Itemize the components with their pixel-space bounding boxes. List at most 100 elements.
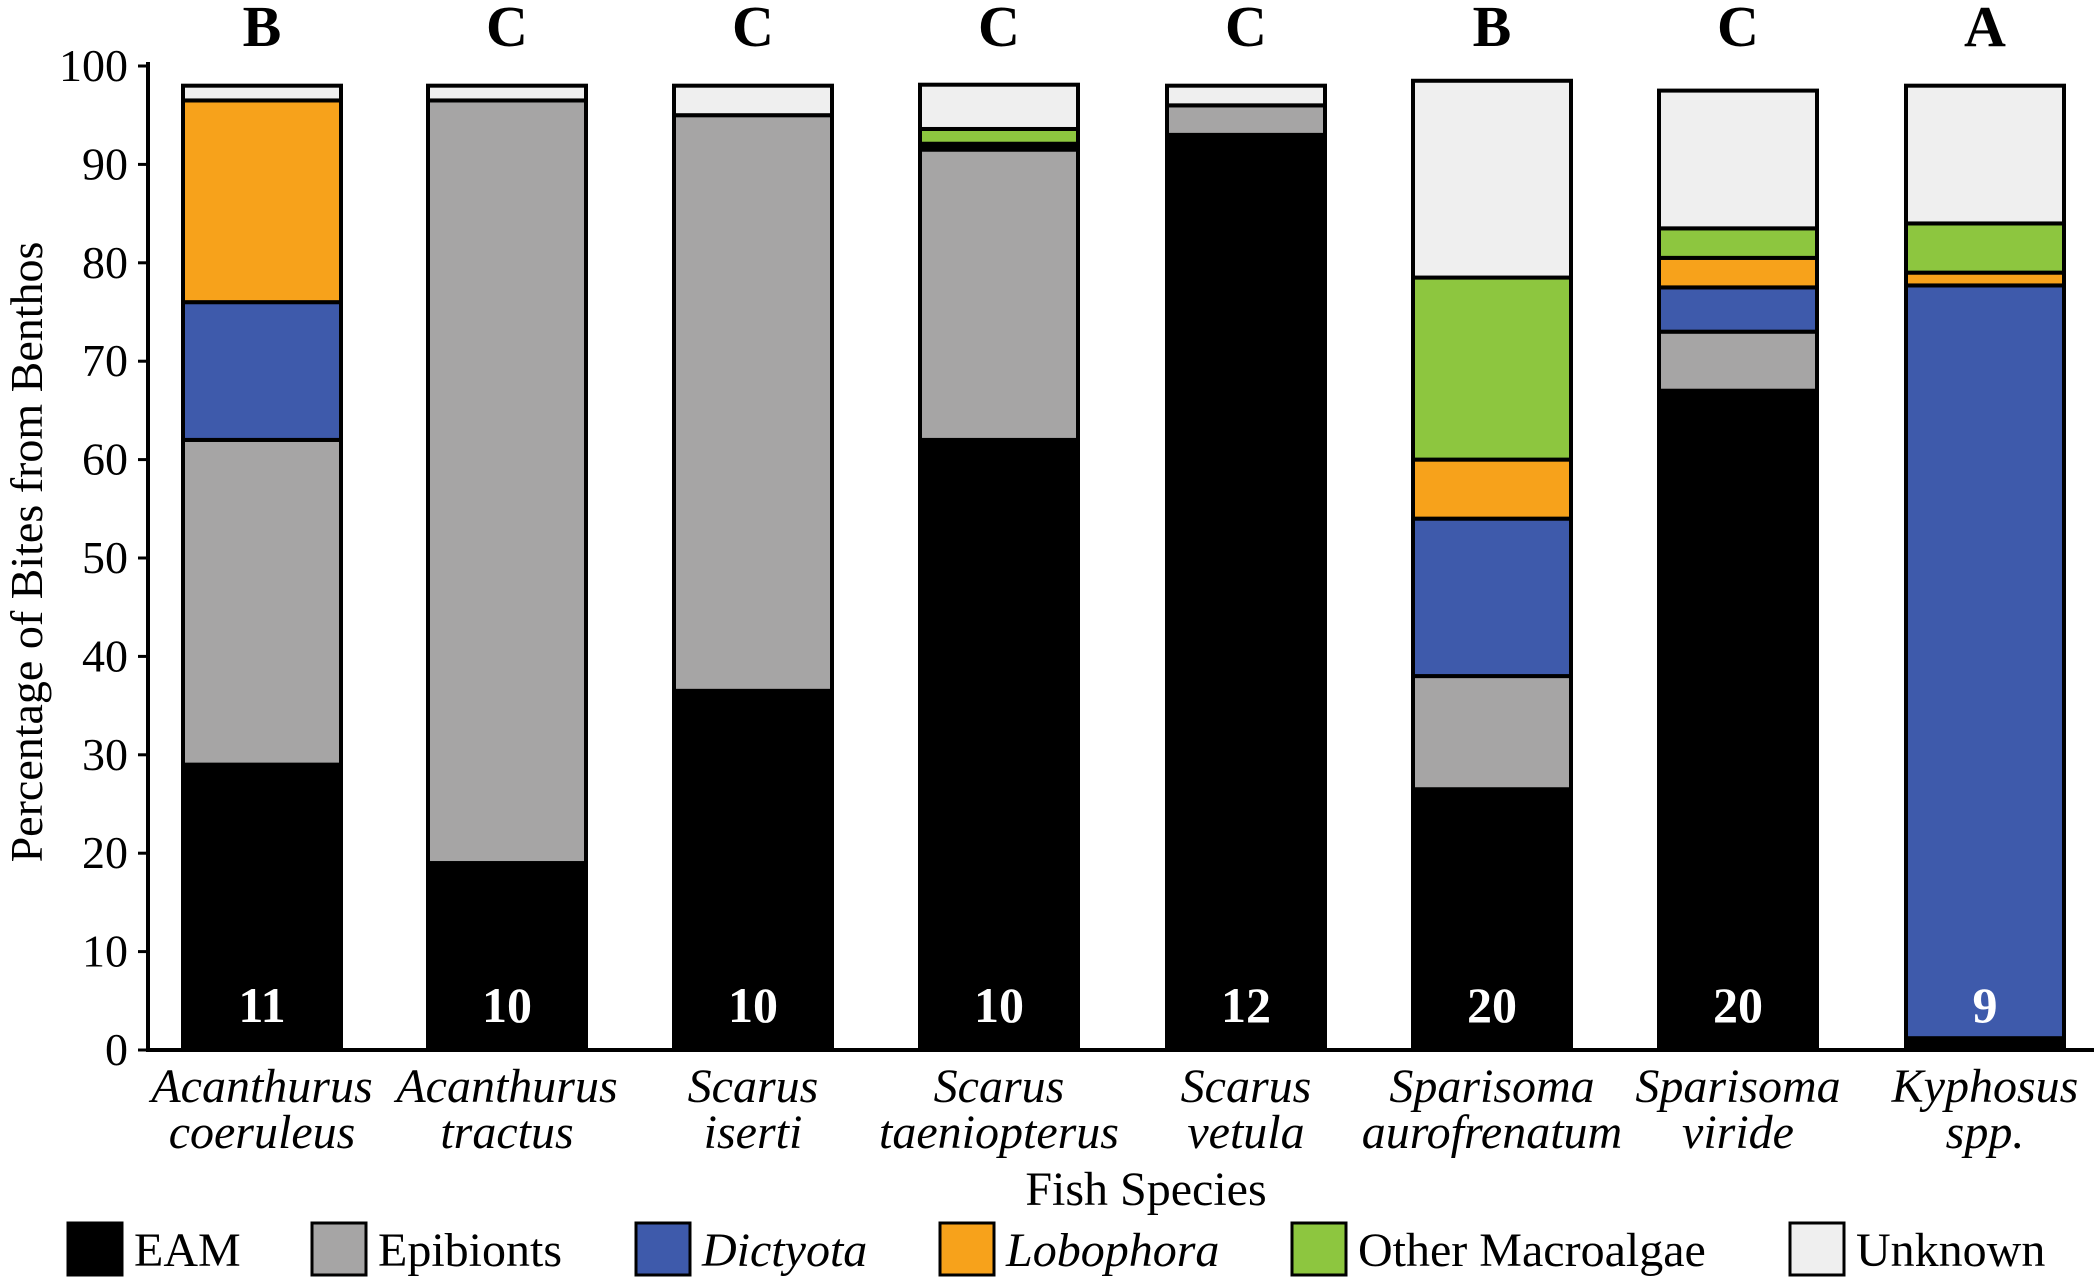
bar-segment-other-macroalgae-4 bbox=[918, 126, 1080, 146]
bar-segment-unknown-5 bbox=[1165, 83, 1327, 108]
x-tick-label-1-line-2: coeruleus bbox=[169, 1106, 356, 1159]
bar-segment-epibionts-6 bbox=[1411, 674, 1573, 792]
bar-segment-other-macroalgae-6 bbox=[1411, 275, 1573, 462]
bar-stack-acanthurus-tractus bbox=[426, 83, 588, 1052]
bar-segment-lobophora-7 bbox=[1657, 255, 1819, 290]
sample-size-label-3: 10 bbox=[728, 977, 778, 1033]
significance-letter-4: C bbox=[978, 0, 1020, 59]
y-tick-label-80: 80 bbox=[82, 237, 128, 288]
significance-letter-1: B bbox=[243, 0, 282, 59]
bar-segment-eam-6 bbox=[1411, 787, 1573, 1052]
x-tick-label-3-line-2: iserti bbox=[704, 1106, 803, 1159]
bar-segment-eam-7 bbox=[1657, 388, 1819, 1053]
significance-letter-8: A bbox=[1964, 0, 2006, 59]
sample-size-label-4: 10 bbox=[974, 977, 1024, 1033]
legend-label-eam: EAM bbox=[134, 1224, 241, 1277]
bar-stack-sparisoma-aurofrenatum bbox=[1411, 78, 1573, 1052]
sample-size-label-5: 12 bbox=[1221, 977, 1271, 1033]
bar-stack-kyphosus-spp bbox=[1904, 83, 2066, 1053]
bars bbox=[181, 78, 2066, 1053]
sample-size-label-2: 10 bbox=[482, 977, 532, 1033]
x-axis-title: Fish Species bbox=[1025, 1163, 1266, 1216]
sample-size-label-1: 11 bbox=[238, 977, 285, 1033]
bar-segment-lobophora-6 bbox=[1411, 457, 1573, 521]
significance-letter-6: B bbox=[1473, 0, 1512, 59]
legend-swatch-eam bbox=[66, 1221, 124, 1277]
y-tick-label-60: 60 bbox=[82, 434, 128, 485]
x-tick-label-6-line-1: Sparisoma bbox=[1389, 1060, 1594, 1113]
bar-segment-lobophora-1 bbox=[181, 98, 343, 305]
x-tick-label-5-line-2: vetula bbox=[1187, 1106, 1304, 1159]
legend-label-other-macroalgae: Other Macroalgae bbox=[1358, 1224, 1706, 1277]
bar-stack-sparisoma-viride bbox=[1657, 88, 1819, 1053]
bar-stack-scarus-iserti bbox=[672, 83, 834, 1053]
bar-stack-acanthurus-coeruleus bbox=[181, 83, 343, 1052]
legend-item-epibionts: Epibionts bbox=[310, 1221, 562, 1277]
axes bbox=[146, 62, 2094, 1052]
legend-swatch-other-macroalgae bbox=[1290, 1221, 1348, 1277]
y-tick-label-20: 20 bbox=[82, 827, 128, 878]
bar-segment-eam-4 bbox=[918, 437, 1080, 1053]
bar-segment-dictyota-7 bbox=[1657, 285, 1819, 334]
x-tick-label-5-line-1: Scarus bbox=[1181, 1060, 1312, 1113]
bar-segment-unknown-2 bbox=[426, 83, 588, 103]
y-tick-label-10: 10 bbox=[82, 926, 128, 977]
legend-label-dictyota: Dictyota bbox=[701, 1224, 867, 1277]
legend-item-lobophora: Lobophora bbox=[938, 1221, 1219, 1277]
bar-segment-epibionts-4 bbox=[918, 147, 1080, 442]
x-tick-label-8-line-2: spp. bbox=[1946, 1106, 2025, 1159]
legend-swatch-unknown bbox=[1788, 1221, 1846, 1277]
bar-segment-eam-3 bbox=[672, 688, 834, 1053]
bar-segment-epibionts-3 bbox=[672, 113, 834, 693]
significance-letter-5: C bbox=[1225, 0, 1267, 59]
sample-size-label-8: 9 bbox=[1973, 977, 1998, 1033]
x-tick-label-7-line-2: viride bbox=[1682, 1106, 1794, 1159]
sample-size-labels: 11 10 10 10 12 20 20 9 bbox=[238, 977, 1997, 1033]
x-tick-label-7-line-1: Sparisoma bbox=[1635, 1060, 1840, 1113]
bar-segment-dictyota-1 bbox=[181, 300, 343, 442]
bar-segment-other-macroalgae-8 bbox=[1904, 221, 2066, 275]
legend-label-unknown: Unknown bbox=[1856, 1224, 2045, 1277]
y-axis-title: Percentage of Bites from Benthos bbox=[1, 242, 52, 863]
bar-stack-scarus-vetula bbox=[1165, 83, 1327, 1052]
y-tick-label-40: 40 bbox=[82, 630, 128, 681]
y-tick-label-90: 90 bbox=[82, 138, 128, 189]
bar-segment-epibionts-2 bbox=[426, 98, 588, 866]
bar-segment-unknown-6 bbox=[1411, 78, 1573, 280]
y-tick-label-70: 70 bbox=[82, 335, 128, 386]
x-tick-label-8-line-1: Kyphosus bbox=[1891, 1060, 2079, 1113]
significance-letter-7: C bbox=[1717, 0, 1759, 59]
bar-segment-eam-2 bbox=[426, 861, 588, 1052]
bar-segment-unknown-4 bbox=[918, 82, 1080, 131]
significance-letter-3: C bbox=[732, 0, 774, 59]
legend-swatch-lobophora bbox=[938, 1221, 996, 1277]
x-tick-label-2-line-2: tractus bbox=[440, 1106, 573, 1159]
significance-letter-2: C bbox=[486, 0, 528, 59]
bar-segment-dictyota-8 bbox=[1904, 283, 2066, 1041]
sample-size-label-7: 20 bbox=[1713, 977, 1763, 1033]
legend-swatch-epibionts bbox=[310, 1221, 368, 1277]
x-tick-label-4-line-2: taeniopterus bbox=[879, 1106, 1119, 1159]
legend-item-dictyota: Dictyota bbox=[634, 1221, 867, 1277]
legend-swatch-dictyota bbox=[634, 1221, 692, 1277]
legend-item-eam: EAM bbox=[66, 1221, 241, 1277]
x-tick-label-3-line-1: Scarus bbox=[688, 1060, 819, 1113]
bar-stack-scarus-taeniopterus bbox=[918, 82, 1080, 1053]
bar-segment-epibionts-1 bbox=[181, 437, 343, 767]
bar-segment-epibionts-5 bbox=[1165, 103, 1327, 137]
sample-size-label-6: 20 bbox=[1467, 977, 1517, 1033]
legend: EAM Epibionts Dictyota Lobophora Other Macro… bbox=[66, 1221, 2045, 1277]
legend-item-unknown: Unknown bbox=[1788, 1221, 2045, 1277]
y-tick-label-50: 50 bbox=[82, 532, 128, 583]
bar-segment-unknown-8 bbox=[1904, 83, 2066, 226]
legend-label-lobophora: Lobophora bbox=[1005, 1224, 1219, 1277]
x-tick-label-2-line-1: Acanthurus bbox=[393, 1060, 617, 1113]
bar-segment-other-macroalgae-7 bbox=[1657, 226, 1819, 260]
bar-segment-unknown-3 bbox=[672, 83, 834, 118]
x-tick-label-6-line-2: aurofrenatum bbox=[1362, 1106, 1622, 1159]
bar-segment-eam-1 bbox=[181, 762, 343, 1052]
y-tick-label-0: 0 bbox=[105, 1024, 128, 1075]
legend-item-other-macroalgae: Other Macroalgae bbox=[1290, 1221, 1706, 1277]
